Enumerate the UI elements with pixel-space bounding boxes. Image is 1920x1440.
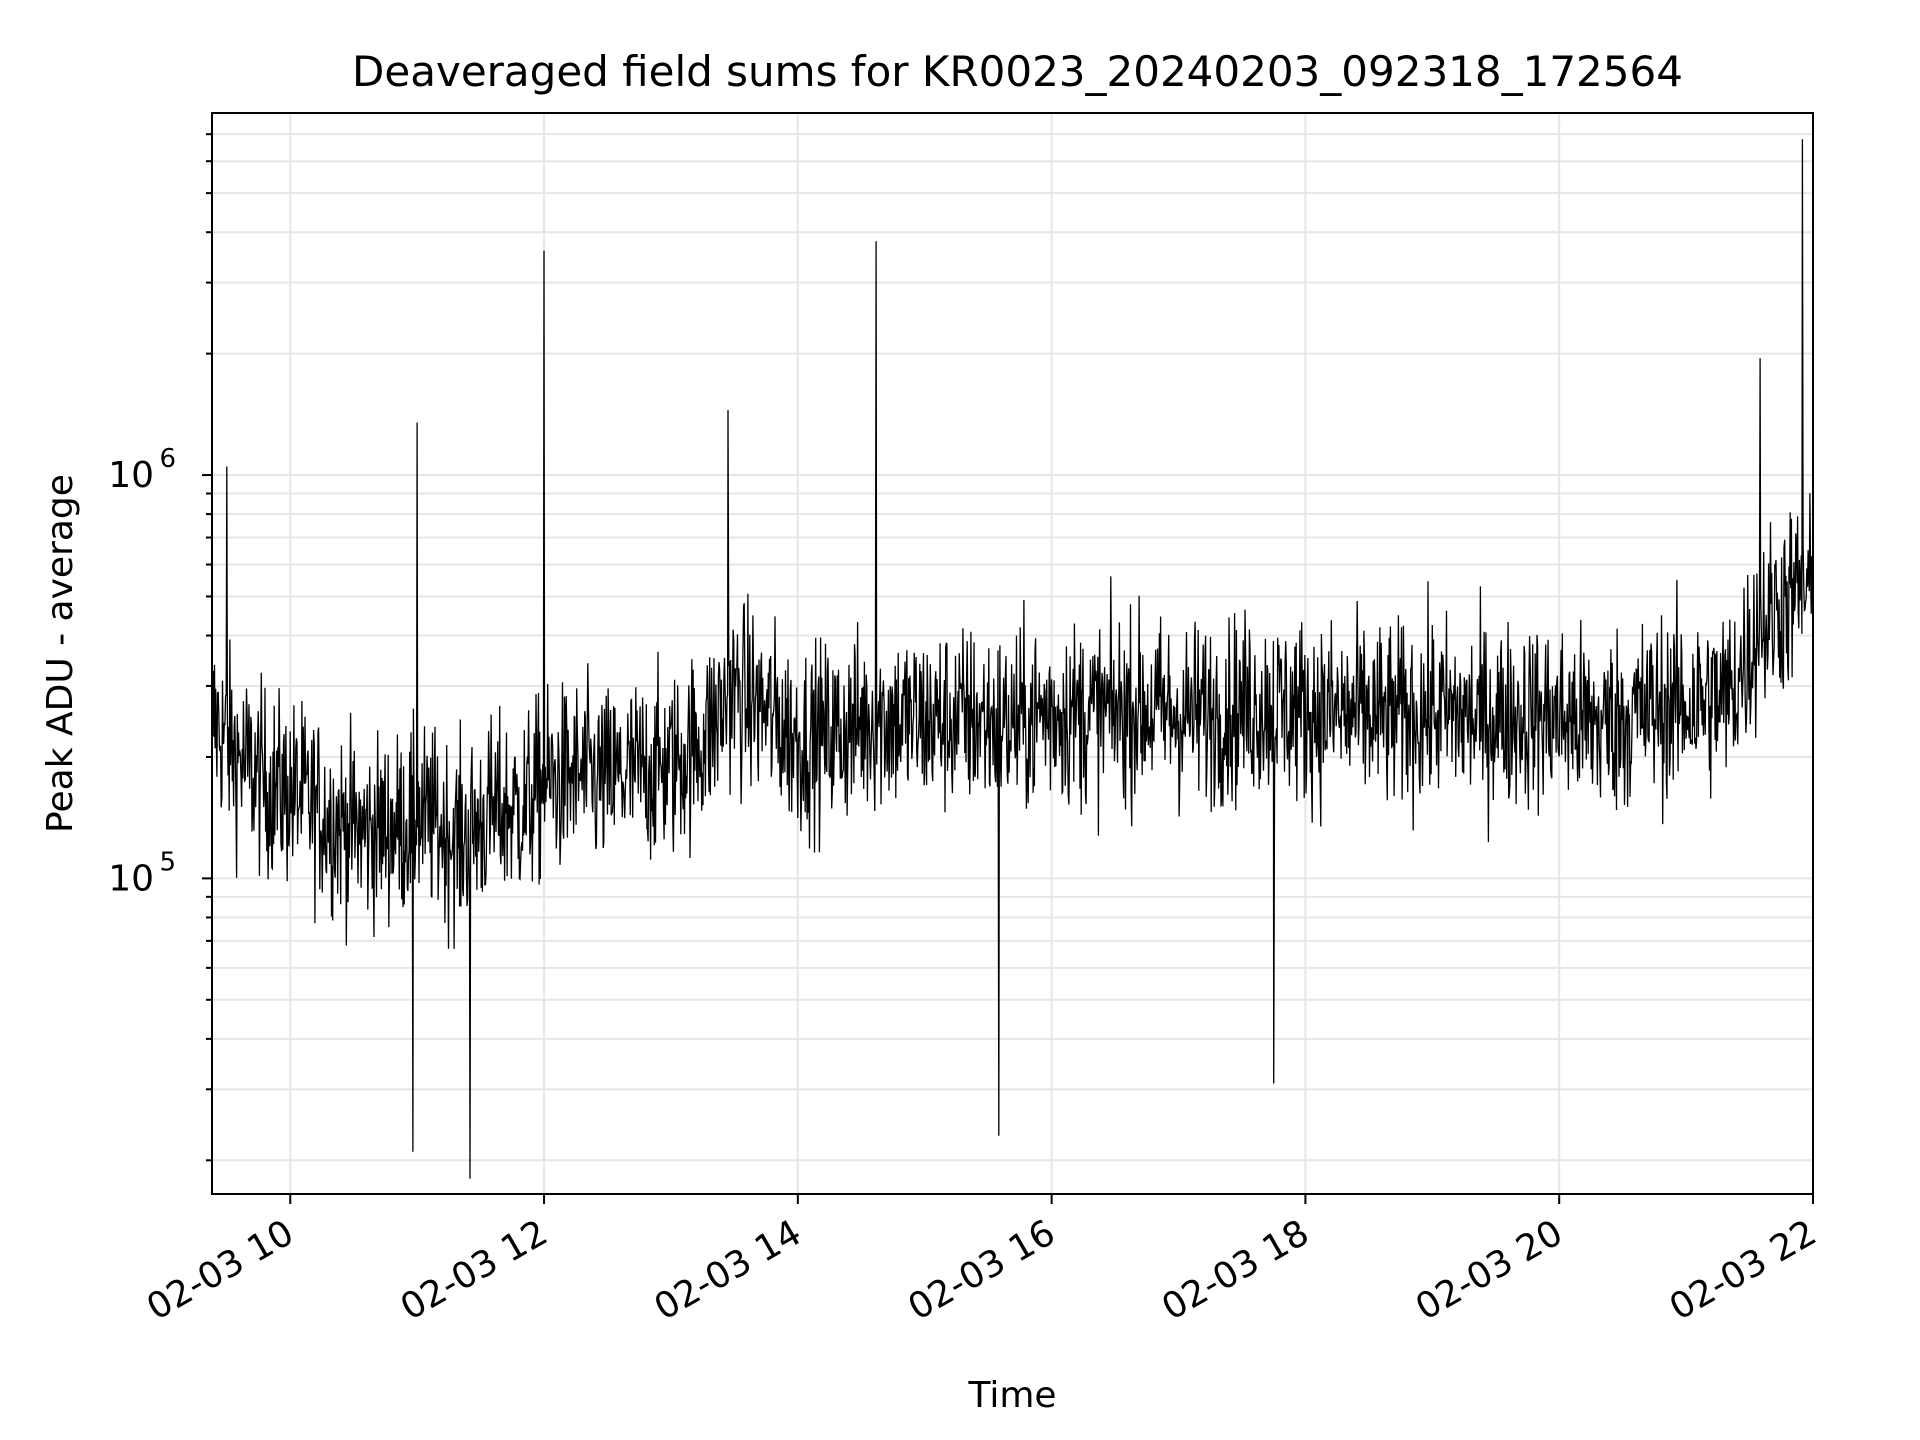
series-line [211,139,1814,1179]
plot-frame [211,112,1814,1195]
y-axis-label: Peak ADU - average [40,474,81,833]
y-tick-label: 10 [108,858,154,899]
y-tick-exponent: 6 [159,444,176,474]
y-tick-label: 10 [108,455,154,496]
x-axis-label: Time [967,1375,1056,1416]
series-group [211,139,1814,1179]
chart-title: Deaveraged field sums for KR0023_2024020… [352,47,1683,96]
y-tick-exponent: 5 [159,847,176,877]
